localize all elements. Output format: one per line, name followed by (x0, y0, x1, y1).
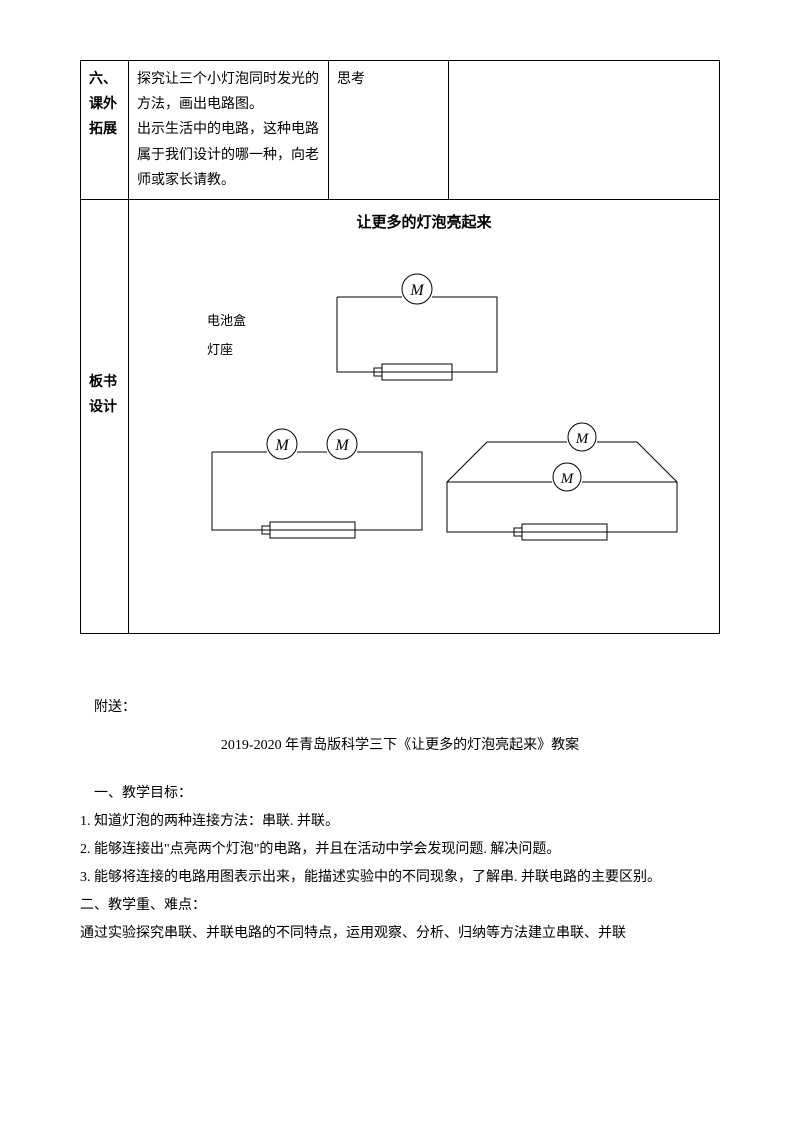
svg-text:M: M (575, 431, 590, 447)
diagram-labels: 电池盒 灯座 (207, 307, 246, 364)
svg-text:M: M (334, 437, 350, 454)
row2-diagram-cell: 让更多的灯泡亮起来 电池盒 灯座 (129, 199, 720, 633)
appendix-p2: 2. 能够连接出"点亮两个灯泡"的电路，并且在活动中学会发现问题. 解决问题。 (80, 836, 720, 864)
lesson-table: 六、课外拓展 探究让三个小灯泡同时发光的方法，画出电路图。 出示生活中的电路，这… (80, 60, 720, 634)
circuit-2: M M (202, 422, 432, 547)
appendix-p3: 3. 能够将连接的电路用图表示出来，能描述实验中的不同现象，了解串. 并联电路的… (80, 864, 720, 892)
row2-label: 板书设计 (81, 199, 129, 633)
row1-empty (449, 61, 720, 200)
appendix-title: 2019-2020 年青岛版科学三下《让更多的灯泡亮起来》教案 (80, 732, 720, 760)
row1-content2-text: 思考 (337, 72, 365, 87)
row1-label-text: 六、课外拓展 (89, 72, 117, 137)
appendix: 附送： 2019-2020 年青岛版科学三下《让更多的灯泡亮起来》教案 一、教学… (80, 694, 720, 948)
appendix-prefix: 附送： (80, 694, 720, 722)
table-row-1: 六、课外拓展 探究让三个小灯泡同时发光的方法，画出电路图。 出示生活中的电路，这… (81, 61, 720, 200)
diagram-area: 电池盒 灯座 M (137, 247, 711, 627)
svg-text:M: M (274, 437, 290, 454)
table-row-2: 板书设计 让更多的灯泡亮起来 电池盒 灯座 (81, 199, 720, 633)
appendix-p1: 1. 知道灯泡的两种连接方法：串联. 并联。 (80, 808, 720, 836)
row1-content1-text: 探究让三个小灯泡同时发光的方法，画出电路图。 出示生活中的电路，这种电路属于我们… (137, 72, 319, 188)
svg-text:M: M (560, 471, 575, 487)
label-battery: 电池盒 (207, 307, 246, 336)
svg-text:M: M (409, 282, 425, 299)
diagram-title: 让更多的灯泡亮起来 (137, 210, 711, 237)
label-lamp: 灯座 (207, 336, 246, 365)
row1-content2: 思考 (329, 61, 449, 200)
circuit-1: M (327, 267, 507, 387)
row1-label: 六、课外拓展 (81, 61, 129, 200)
appendix-section1: 一、教学目标： (80, 780, 720, 808)
appendix-p4: 通过实验探究串联、并联电路的不同特点，运用观察、分析、归纳等方法建立串联、并联 (80, 920, 720, 948)
circuit-3: M M (437, 417, 687, 552)
row1-content1: 探究让三个小灯泡同时发光的方法，画出电路图。 出示生活中的电路，这种电路属于我们… (129, 61, 329, 200)
row2-label-text: 板书设计 (89, 375, 117, 415)
appendix-section2: 二、教学重、难点： (80, 892, 720, 920)
